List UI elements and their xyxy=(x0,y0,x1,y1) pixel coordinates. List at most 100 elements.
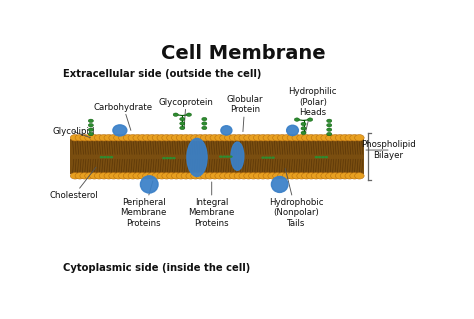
Circle shape xyxy=(225,173,234,179)
Text: Hydrophilic
(Polar)
Heads: Hydrophilic (Polar) Heads xyxy=(289,87,337,133)
Text: Cell Membrane: Cell Membrane xyxy=(161,43,325,63)
Circle shape xyxy=(85,135,94,141)
Circle shape xyxy=(263,135,273,141)
Circle shape xyxy=(128,173,137,179)
Circle shape xyxy=(88,132,93,136)
Circle shape xyxy=(258,135,268,141)
Circle shape xyxy=(219,155,223,158)
Circle shape xyxy=(176,135,186,141)
Circle shape xyxy=(248,135,258,141)
Circle shape xyxy=(263,173,273,179)
Circle shape xyxy=(239,135,248,141)
Circle shape xyxy=(210,135,219,141)
Text: Phospholipid
Bilayer: Phospholipid Bilayer xyxy=(361,140,415,160)
Circle shape xyxy=(196,173,205,179)
Circle shape xyxy=(90,135,99,141)
Circle shape xyxy=(350,173,359,179)
Circle shape xyxy=(109,156,113,159)
Circle shape xyxy=(118,173,128,179)
Circle shape xyxy=(244,173,253,179)
Circle shape xyxy=(172,135,181,141)
Circle shape xyxy=(325,156,328,159)
Circle shape xyxy=(287,173,297,179)
Ellipse shape xyxy=(187,138,207,176)
Circle shape xyxy=(316,135,326,141)
Circle shape xyxy=(99,135,109,141)
Circle shape xyxy=(205,173,215,179)
Circle shape xyxy=(104,135,114,141)
Circle shape xyxy=(80,173,90,179)
Circle shape xyxy=(301,135,311,141)
Circle shape xyxy=(167,173,176,179)
Circle shape xyxy=(100,156,103,159)
Circle shape xyxy=(330,135,340,141)
Circle shape xyxy=(99,173,109,179)
Circle shape xyxy=(169,157,173,160)
Circle shape xyxy=(114,173,123,179)
Circle shape xyxy=(157,135,166,141)
Text: Peripheral
Membrane
Proteins: Peripheral Membrane Proteins xyxy=(120,181,167,227)
Circle shape xyxy=(239,173,248,179)
Ellipse shape xyxy=(140,176,158,193)
Circle shape xyxy=(176,173,186,179)
Circle shape xyxy=(327,132,332,136)
Circle shape xyxy=(330,173,340,179)
Circle shape xyxy=(180,117,185,121)
Circle shape xyxy=(181,135,191,141)
Circle shape xyxy=(306,173,316,179)
Circle shape xyxy=(355,135,364,141)
Circle shape xyxy=(244,135,253,141)
Circle shape xyxy=(165,157,169,160)
Circle shape xyxy=(128,135,137,141)
Circle shape xyxy=(335,173,345,179)
Circle shape xyxy=(340,173,350,179)
Circle shape xyxy=(327,123,332,127)
Circle shape xyxy=(90,173,99,179)
Circle shape xyxy=(340,135,350,141)
Circle shape xyxy=(114,135,123,141)
Circle shape xyxy=(152,135,162,141)
Text: Extracellular side (outside the cell): Extracellular side (outside the cell) xyxy=(63,69,261,79)
Text: Cytoplasmic side (inside the cell): Cytoplasmic side (inside the cell) xyxy=(63,263,250,273)
Circle shape xyxy=(254,173,263,179)
Circle shape xyxy=(147,135,157,141)
Circle shape xyxy=(181,173,191,179)
Circle shape xyxy=(152,173,162,179)
Circle shape xyxy=(229,173,239,179)
Circle shape xyxy=(186,113,191,116)
Circle shape xyxy=(210,173,219,179)
Text: Glycolipid: Glycolipid xyxy=(53,127,95,138)
Circle shape xyxy=(254,135,263,141)
Circle shape xyxy=(219,173,229,179)
Circle shape xyxy=(226,155,229,158)
Circle shape xyxy=(191,135,201,141)
Circle shape xyxy=(133,173,143,179)
Circle shape xyxy=(94,173,104,179)
Circle shape xyxy=(167,135,176,141)
Circle shape xyxy=(355,173,364,179)
Circle shape xyxy=(88,123,93,127)
Circle shape xyxy=(106,156,110,159)
Circle shape xyxy=(268,173,277,179)
Circle shape xyxy=(88,119,93,122)
Circle shape xyxy=(321,173,330,179)
Circle shape xyxy=(143,173,152,179)
Circle shape xyxy=(191,173,201,179)
Circle shape xyxy=(202,122,207,125)
Circle shape xyxy=(327,128,332,131)
Circle shape xyxy=(196,135,205,141)
Circle shape xyxy=(297,135,306,141)
Circle shape xyxy=(229,155,233,158)
Circle shape xyxy=(326,173,335,179)
Circle shape xyxy=(234,173,244,179)
Circle shape xyxy=(94,135,104,141)
Circle shape xyxy=(277,135,287,141)
Circle shape xyxy=(147,173,157,179)
Circle shape xyxy=(80,135,90,141)
Circle shape xyxy=(297,173,306,179)
Circle shape xyxy=(173,113,178,116)
Circle shape xyxy=(264,156,268,159)
Circle shape xyxy=(311,173,321,179)
Circle shape xyxy=(133,135,143,141)
Circle shape xyxy=(225,135,234,141)
